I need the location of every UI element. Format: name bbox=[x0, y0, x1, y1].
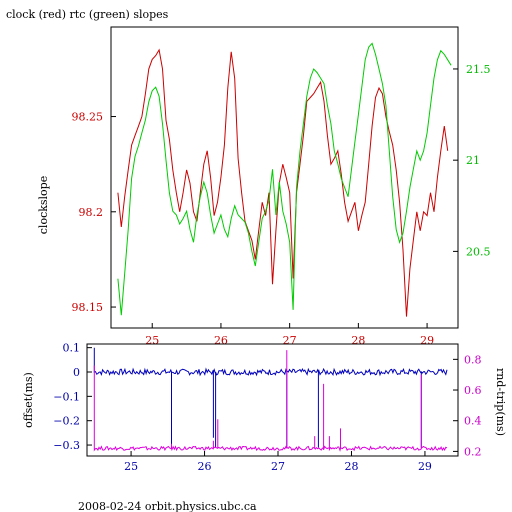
offset-x-tick-label: 28 bbox=[344, 460, 358, 473]
offset-y-axis-label: offset(ms) bbox=[22, 372, 35, 428]
round_trip-line bbox=[93, 350, 448, 452]
rtc-slope-line bbox=[117, 42, 452, 316]
footer-note: 2008-02-24 orbit.physics.ubc.ca bbox=[78, 500, 257, 512]
slopes-y-tick-label: 98.25 bbox=[72, 111, 104, 124]
slopes-y-axis-label: clockslope bbox=[37, 176, 50, 234]
offset-x-tick-label: 25 bbox=[124, 460, 138, 473]
slopes-x-tick-label: 26 bbox=[214, 334, 228, 347]
rnd-trip-y2-tick-label: 0.4 bbox=[464, 415, 482, 428]
rnd-trip-y2-tick-label: 0.6 bbox=[464, 384, 482, 397]
slopes-x-tick-label: 29 bbox=[420, 334, 434, 347]
offset-line bbox=[93, 347, 448, 448]
slopes-x-tick-label: 25 bbox=[145, 334, 159, 347]
offset-y-tick-label: −0.2 bbox=[53, 415, 80, 428]
slopes-plot-frame bbox=[110, 26, 459, 329]
slopes-y2-tick-label: 21 bbox=[466, 154, 480, 167]
offset-x-tick-label: 29 bbox=[418, 460, 432, 473]
offset-plot-frame bbox=[86, 343, 459, 457]
offset-y-tick-label: −0.1 bbox=[53, 390, 80, 403]
slopes-y2-tick-label: 21.5 bbox=[466, 63, 491, 76]
slopes-y-tick-label: 98.15 bbox=[72, 301, 104, 314]
offset-x-tick-label: 26 bbox=[198, 460, 212, 473]
slopes-y2-tick-label: 20.5 bbox=[466, 245, 491, 258]
rnd-trip-y2-tick-label: 0.2 bbox=[464, 445, 482, 458]
slopes-y-tick-label: 98.2 bbox=[79, 206, 104, 219]
slopes-x-tick-label: 28 bbox=[351, 334, 365, 347]
offset-x-tick-label: 27 bbox=[271, 460, 285, 473]
clock-slope-line bbox=[117, 48, 449, 317]
chart-title: clock (red) rtc (green) slopes bbox=[6, 8, 169, 21]
rnd-trip-y2-tick-label: 0.8 bbox=[464, 353, 482, 366]
offset-y-tick-label: 0.1 bbox=[63, 342, 81, 355]
offset-y-tick-label: 0 bbox=[73, 366, 80, 379]
offset-panel: 25 26 27 28 29 −0.3 −0.2 −0.1 0 0.1 0.2 0.4 0.6 0.8 o… bbox=[22, 342, 507, 473]
rnd-trip-y-axis-label: rnd-trip(ms) bbox=[494, 368, 507, 436]
offset-y-tick-label: −0.3 bbox=[53, 439, 80, 452]
slopes-x-tick-label: 27 bbox=[283, 334, 297, 347]
